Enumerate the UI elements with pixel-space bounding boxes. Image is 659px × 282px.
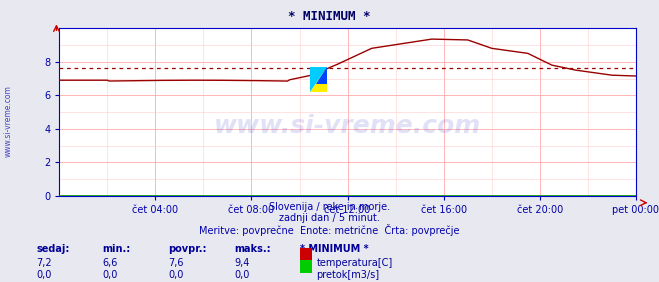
Text: www.si-vreme.com: www.si-vreme.com [214,114,481,138]
Text: * MINIMUM *: * MINIMUM * [300,244,368,254]
Text: povpr.:: povpr.: [168,244,206,254]
Text: 6,6: 6,6 [102,258,117,268]
Text: temperatura[C]: temperatura[C] [316,258,393,268]
Text: 9,4: 9,4 [234,258,249,268]
Text: www.si-vreme.com: www.si-vreme.com [3,85,13,157]
Text: 0,0: 0,0 [234,270,249,280]
Polygon shape [310,67,328,92]
Text: 0,0: 0,0 [168,270,183,280]
Text: sedaj:: sedaj: [36,244,70,254]
Text: pretok[m3/s]: pretok[m3/s] [316,270,380,280]
Text: * MINIMUM *: * MINIMUM * [288,10,371,23]
Text: 7,6: 7,6 [168,258,184,268]
Text: 0,0: 0,0 [36,270,51,280]
Text: min.:: min.: [102,244,130,254]
Text: Slovenija / reke in morje.: Slovenija / reke in morje. [269,202,390,212]
Text: 0,0: 0,0 [102,270,117,280]
Text: 7,2: 7,2 [36,258,52,268]
Polygon shape [310,67,328,92]
Text: maks.:: maks.: [234,244,271,254]
Polygon shape [316,67,328,83]
Text: zadnji dan / 5 minut.: zadnji dan / 5 minut. [279,213,380,223]
Text: Meritve: povprečne  Enote: metrične  Črta: povprečje: Meritve: povprečne Enote: metrične Črta:… [199,224,460,236]
